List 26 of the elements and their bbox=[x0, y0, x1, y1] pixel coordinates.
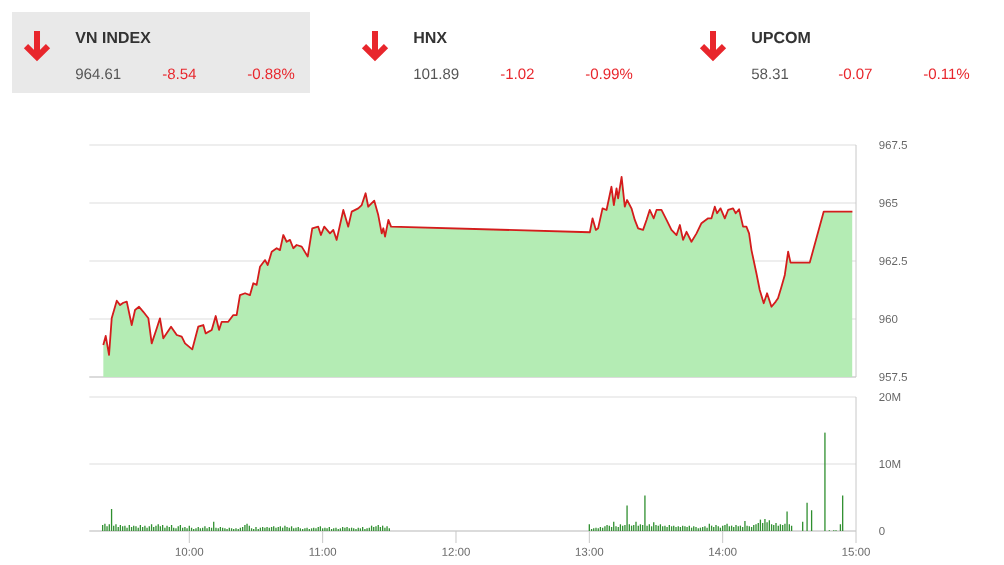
text: -0.11% bbox=[923, 68, 970, 80]
text: 101.89 bbox=[414, 68, 459, 80]
x-tick-label: 13:00 bbox=[575, 547, 604, 556]
text: -8.54 bbox=[162, 68, 197, 80]
text: -0.99% bbox=[585, 68, 633, 80]
text: 964.61 bbox=[75, 68, 121, 80]
y-tick-label: 960 bbox=[879, 314, 898, 324]
x-tick-label: 12:00 bbox=[442, 547, 470, 556]
y-tick-label: 957.5 bbox=[879, 372, 908, 382]
y-tick-label: 962.5 bbox=[879, 256, 908, 266]
text: 58.31 bbox=[751, 68, 789, 80]
text: HNX bbox=[414, 32, 447, 43]
y-tick-label: 20M bbox=[879, 392, 901, 402]
y-tick-label: 967.5 bbox=[879, 140, 908, 150]
y-tick-label: 10M bbox=[879, 459, 901, 469]
x-tick-label: 10:00 bbox=[175, 547, 204, 556]
x-tick-label: 15:00 bbox=[842, 547, 870, 556]
text: UPCOM bbox=[752, 31, 810, 44]
x-tick-label: 14:00 bbox=[709, 547, 737, 556]
text: VN INDEX bbox=[75, 32, 151, 43]
x-tick-label: 11:00 bbox=[309, 547, 337, 556]
text: -0.07 bbox=[838, 68, 872, 80]
text: -0.88% bbox=[247, 68, 295, 80]
y-tick-label: 965 bbox=[879, 198, 898, 208]
y-tick-label: 0 bbox=[879, 526, 885, 536]
text: -1.02 bbox=[500, 68, 534, 80]
